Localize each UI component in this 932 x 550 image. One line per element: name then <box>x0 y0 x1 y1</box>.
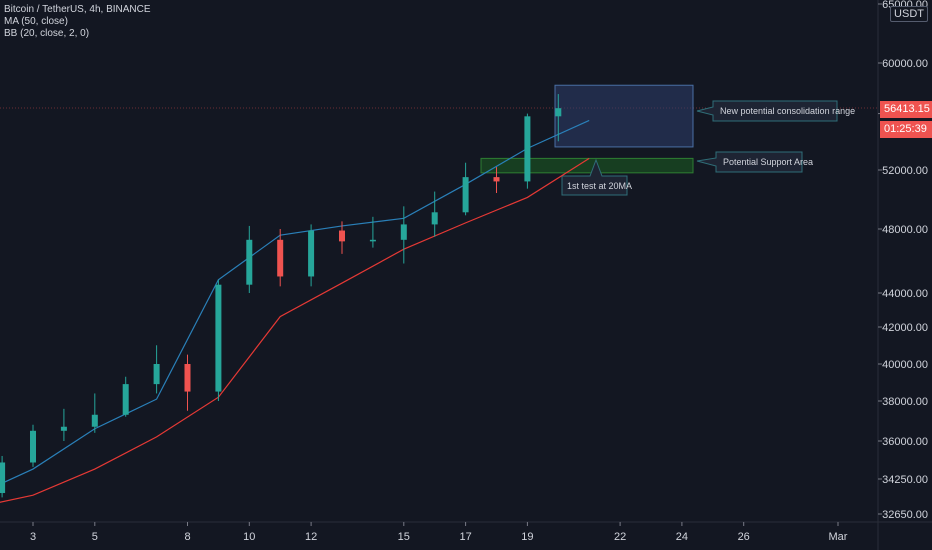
consolidation-callout-label: New potential consolidation range <box>720 106 856 116</box>
y-tick-label: 40000.00 <box>882 359 928 371</box>
candle-body <box>462 177 469 213</box>
candle-body <box>30 430 36 463</box>
chart-legend: Bitcoin / TetherUS, 4h, BINANCE MA (50, … <box>4 4 151 40</box>
countdown-tag: 01:25:39 <box>880 121 932 138</box>
currency-unit-tag[interactable]: USDT <box>890 6 928 22</box>
x-tick-label: 19 <box>521 531 533 543</box>
candle-body <box>215 284 222 392</box>
candle-body <box>153 364 160 385</box>
candle-body <box>493 177 500 182</box>
x-tick-label: 12 <box>305 531 317 543</box>
candle-body <box>277 239 284 277</box>
x-tick-label: 8 <box>184 531 190 543</box>
y-tick-label: 60000.00 <box>882 58 928 70</box>
ma-indicator-label[interactable]: MA (50, close) <box>4 16 68 27</box>
symbol-label[interactable]: Bitcoin / TetherUS, 4h, BINANCE <box>4 4 151 15</box>
ma-test-callout-label: 1st test at 20MA <box>567 181 633 191</box>
consolidation-range-box <box>554 84 694 148</box>
y-tick-label: 32650.00 <box>882 509 928 521</box>
support-area-box <box>480 157 694 174</box>
y-tick-label: 52000.00 <box>882 165 928 177</box>
series-line-ma50 <box>0 157 590 503</box>
x-tick-label: 22 <box>614 531 626 543</box>
x-tick-label: 3 <box>30 531 36 543</box>
y-tick-label: 42000.00 <box>882 322 928 334</box>
candle-body <box>431 212 438 225</box>
y-tick-label: 36000.00 <box>882 436 928 448</box>
candle-body <box>369 239 376 242</box>
x-tick-label: Mar <box>829 531 848 543</box>
x-tick-label: 24 <box>676 531 688 543</box>
bb-indicator-label[interactable]: BB (20, close, 2, 0) <box>4 28 90 39</box>
x-tick-label: 5 <box>92 531 98 543</box>
support-callout-label: Potential Support Area <box>723 157 814 167</box>
x-tick-label: 26 <box>738 531 750 543</box>
candle-body <box>400 224 407 240</box>
candle-body <box>339 230 345 242</box>
x-tick-label: 17 <box>459 531 471 543</box>
x-tick-label: 15 <box>398 531 410 543</box>
y-tick-label: 34250.00 <box>882 474 928 486</box>
candle-body <box>184 364 191 392</box>
candle-body <box>91 414 98 427</box>
y-tick-label: 38000.00 <box>882 396 928 408</box>
y-tick-label: 44000.00 <box>882 288 928 300</box>
support-callout-bubble <box>696 151 803 173</box>
candle-body <box>246 239 253 285</box>
y-tick-label: 48000.00 <box>882 224 928 236</box>
y-tick-label: 65000.00 <box>882 0 928 11</box>
candle-body <box>308 230 315 277</box>
candle-body <box>524 116 531 182</box>
candle-body <box>555 108 562 117</box>
x-tick-label: 10 <box>243 531 255 543</box>
candle-body <box>122 384 129 415</box>
candle-body <box>60 426 67 431</box>
candle-body <box>0 462 6 494</box>
current-price-tag: 56413.15 <box>880 101 932 118</box>
ma-test-callout-bubble <box>561 158 628 196</box>
consolidation-callout-bubble <box>696 100 838 122</box>
